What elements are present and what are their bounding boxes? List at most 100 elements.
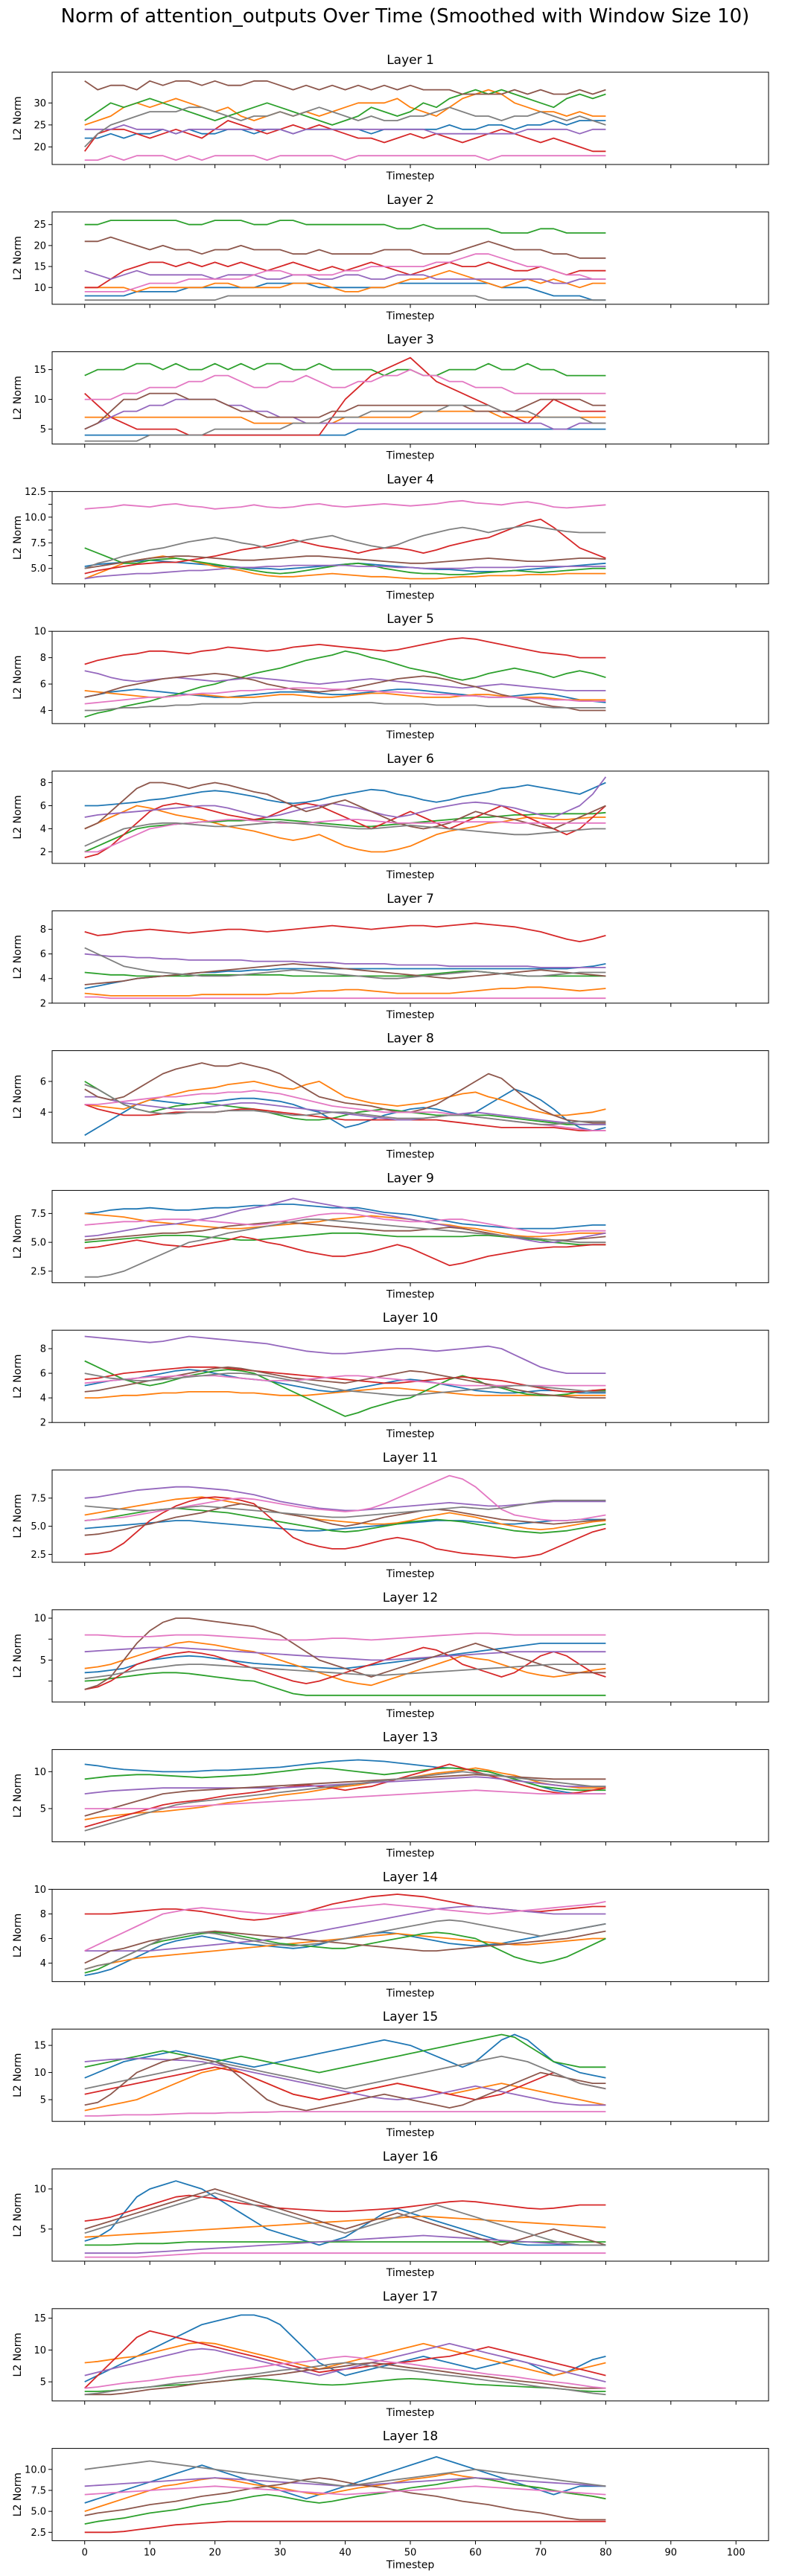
series-line-3 xyxy=(84,1360,606,1417)
series-line-3 xyxy=(84,89,606,126)
y-tick-label: 10 xyxy=(34,283,46,294)
x-tick-label: 70 xyxy=(535,2548,547,2559)
axes-frame xyxy=(51,1609,769,1703)
series-line-1 xyxy=(84,1518,606,1532)
y-tick-label: 2 xyxy=(40,998,46,1009)
series-line-3 xyxy=(84,1767,606,1792)
series-line-6 xyxy=(84,1062,606,1124)
series-line-5 xyxy=(84,269,606,284)
x-axis-label: Timestep xyxy=(386,2407,435,2419)
series-line-5 xyxy=(84,124,606,135)
series-line-7 xyxy=(84,499,606,510)
y-tick-label: 7.5 xyxy=(31,1209,46,1220)
series-line-2 xyxy=(84,986,606,997)
series-line-3 xyxy=(84,2377,606,2392)
series-line-8 xyxy=(84,2192,606,2246)
series-line-4 xyxy=(84,802,606,859)
series-line-2 xyxy=(84,1640,606,1687)
series-line-8 xyxy=(84,1218,606,1278)
x-axis-label: Timestep xyxy=(386,729,435,741)
series-line-4 xyxy=(84,518,606,575)
series-line-1 xyxy=(84,2033,606,2079)
y-tick-label: 10 xyxy=(34,627,46,638)
y-axis-label: L2 Norm xyxy=(12,656,24,700)
y-tick-label: 2.5 xyxy=(31,2528,46,2539)
x-axis-label: Timestep xyxy=(386,1848,435,1860)
series-line-6 xyxy=(84,2477,606,2521)
series-line-1 xyxy=(84,1369,606,1394)
y-tick-label: 15 xyxy=(34,2041,46,2052)
x-tick-label: 90 xyxy=(665,2548,678,2559)
series-line-4 xyxy=(84,2520,606,2534)
figure-title: Norm of attention_outputs Over Time (Smo… xyxy=(61,5,750,28)
y-tick-label: 4 xyxy=(40,1958,46,1969)
y-tick-label: 10 xyxy=(34,2184,46,2195)
y-tick-label: 10 xyxy=(34,2345,46,2356)
series-line-5 xyxy=(84,953,606,968)
series-line-4 xyxy=(84,357,606,436)
series-line-7 xyxy=(84,996,606,1000)
series-line-7 xyxy=(84,2252,606,2258)
series-line-3 xyxy=(84,1232,606,1246)
y-tick-label: 6 xyxy=(40,949,46,960)
series-line-6 xyxy=(84,2188,606,2246)
x-tick-label: 0 xyxy=(82,2548,88,2559)
x-axis-label: Timestep xyxy=(386,869,435,881)
y-axis-label: L2 Norm xyxy=(12,1494,24,1538)
series-line-1 xyxy=(84,428,606,436)
chart-layer-11: Layer 11 2.5 5.0 7.5 Timestep L2 Norm xyxy=(12,1451,769,1580)
y-tick-label: 10.0 xyxy=(25,2464,46,2476)
y-tick-label: 5 xyxy=(40,1655,46,1666)
chart-layer-5: Layer 5 4 6 8 10 Timestep L2 Norm xyxy=(12,612,769,741)
series-line-8 xyxy=(84,1084,606,1125)
subplot-title: Layer 2 xyxy=(387,193,434,208)
axes-frame xyxy=(51,1469,769,1563)
chart-layer-17: Layer 17 5 10 15 Timestep L2 Norm xyxy=(12,2289,769,2419)
series-line-2 xyxy=(84,1212,606,1238)
x-tick-label: 20 xyxy=(209,2548,221,2559)
series-line-8 xyxy=(84,1919,606,1970)
y-tick-label: 7.5 xyxy=(31,538,46,549)
chart-layer-12: Layer 12 5 10 Timestep L2 Norm xyxy=(12,1591,769,1720)
y-axis-label: L2 Norm xyxy=(12,2054,24,2097)
series-line-7 xyxy=(84,1212,606,1234)
axes-frame xyxy=(51,351,769,445)
series-line-1 xyxy=(84,1759,606,1795)
series-line-5 xyxy=(84,1096,606,1125)
series-line-2 xyxy=(84,89,606,126)
y-tick-label: 10 xyxy=(34,1885,46,1896)
chart-layer-9: Layer 9 2.5 5.0 7.5 Timestep L2 Norm xyxy=(12,1171,769,1300)
y-tick-label: 15 xyxy=(34,262,46,273)
series-line-8 xyxy=(84,2362,606,2396)
series-line-3 xyxy=(84,362,606,377)
series-line-4 xyxy=(84,1366,606,1393)
y-tick-label: 2.5 xyxy=(31,1550,46,1561)
y-tick-label: 5.0 xyxy=(31,1521,46,1533)
y-tick-label: 5 xyxy=(40,1803,46,1815)
x-axis-label: Timestep xyxy=(386,310,435,322)
series-line-2 xyxy=(84,555,606,580)
x-tick-label: 80 xyxy=(599,2548,612,2559)
y-axis-label: L2 Norm xyxy=(12,516,24,560)
chart-layer-18: Layer 18 2.5 5.0 7.5 10.0 0 10 20 30 40 50 60 70 80 90… xyxy=(12,2429,769,2572)
series-line-8 xyxy=(84,1663,606,1680)
y-tick-label: 20 xyxy=(34,240,46,252)
series-line-6 xyxy=(84,963,606,985)
y-axis-label: L2 Norm xyxy=(12,236,24,280)
x-axis-label: Timestep xyxy=(386,1149,435,1161)
y-tick-label: 5.0 xyxy=(31,1238,46,1249)
axes-frame xyxy=(51,211,769,305)
y-tick-label: 4 xyxy=(40,824,46,835)
x-tick-label: 40 xyxy=(339,2548,352,2559)
x-axis-label: Timestep xyxy=(386,2560,435,2572)
series-line-1 xyxy=(84,2180,606,2246)
subplot-title: Layer 5 xyxy=(387,612,434,627)
x-axis-label: Timestep xyxy=(386,1009,435,1021)
subplot-title: Layer 17 xyxy=(383,2289,438,2304)
series-line-2 xyxy=(84,2473,606,2512)
y-axis-label: L2 Norm xyxy=(12,935,24,979)
subplot-title: Layer 12 xyxy=(383,1591,438,1605)
series-line-4 xyxy=(84,1496,606,1559)
series-line-8 xyxy=(84,1499,606,1518)
series-line-5 xyxy=(84,1646,606,1661)
